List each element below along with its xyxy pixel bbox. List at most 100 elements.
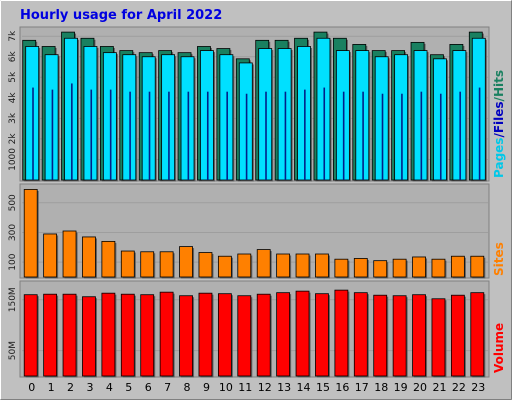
legend-files: Files <box>492 101 506 133</box>
pages-bar <box>32 87 34 180</box>
x-tick-label: 0 <box>28 381 35 394</box>
sites-bar <box>120 250 135 278</box>
x-tick-label: 2 <box>67 381 74 394</box>
chart-title: Hourly usage for April 2022 <box>20 8 222 23</box>
y-tick-label: 100 <box>8 253 18 270</box>
sites-bar <box>82 236 96 278</box>
pages-bar <box>90 89 93 180</box>
pages-bar <box>71 83 73 180</box>
pages-bar <box>265 91 267 180</box>
sites-bar <box>315 253 329 278</box>
pages-bar <box>284 91 287 180</box>
pages-bar <box>420 91 423 180</box>
sites-bar <box>295 253 310 278</box>
pages-bar <box>245 93 248 180</box>
volume-bar <box>43 293 58 377</box>
legend-slash-2: / <box>492 96 506 101</box>
x-tick-label: 23 <box>471 381 485 394</box>
volume-bar <box>256 293 271 377</box>
volume-bar <box>353 292 368 377</box>
sites-bar <box>43 233 58 278</box>
volume-bar <box>82 296 96 377</box>
pages-bar <box>342 91 345 180</box>
volume-bar <box>392 295 407 377</box>
volume-bar <box>217 293 232 377</box>
grid-layer <box>22 35 488 352</box>
sites-bar <box>159 251 174 278</box>
y-tick-label: 7k <box>8 30 18 42</box>
sites-bar <box>140 251 155 278</box>
x-tick-label: 20 <box>413 381 427 394</box>
x-tick-label: 15 <box>316 381 330 394</box>
x-tick-label: 11 <box>238 381 252 394</box>
volume-bar <box>62 293 77 377</box>
legend-sites: Sites <box>492 242 506 276</box>
volume-bar <box>412 294 426 377</box>
x-tick-label: 4 <box>106 381 113 394</box>
pages-bar <box>109 89 112 180</box>
pages-bar <box>148 91 151 180</box>
volume-bar <box>334 289 349 377</box>
y-tick-label: 1000 <box>8 148 18 171</box>
sites-bar <box>62 230 77 278</box>
bars-layer <box>22 31 487 378</box>
volume-bar <box>159 291 174 377</box>
y-tick-label: 4k <box>8 92 18 104</box>
x-tick-label: 3 <box>86 381 93 394</box>
sites-bar <box>101 240 116 278</box>
sites-bar <box>198 252 213 278</box>
volume-bar <box>295 290 310 377</box>
pages-bar <box>362 91 364 180</box>
y-tick-label: 50M <box>8 341 18 360</box>
sites-bar <box>217 255 232 278</box>
x-tick-label: 14 <box>297 381 311 394</box>
pages-bar <box>51 89 54 180</box>
pages-bar <box>206 91 209 180</box>
pages-bar <box>439 93 442 180</box>
x-tick-label: 7 <box>164 381 171 394</box>
pages-bar <box>226 91 228 180</box>
legend-volume: Volume <box>492 323 506 373</box>
x-tick-label: 9 <box>203 381 210 394</box>
x-tick-label: 21 <box>432 381 446 394</box>
sites-bar <box>392 258 407 278</box>
x-tick-label: 10 <box>219 381 233 394</box>
volume-bar <box>101 292 116 377</box>
pages-bar <box>129 91 131 180</box>
sites-bar <box>431 258 446 278</box>
x-tick-label: 19 <box>394 381 408 394</box>
sites-bar <box>276 253 291 278</box>
x-tick-label: 12 <box>258 381 272 394</box>
legend-pages-files-hits: Pages/Files/Hits <box>492 70 506 178</box>
volume-bar <box>470 292 485 377</box>
volume-bar <box>198 292 213 377</box>
sites-bar <box>373 260 388 278</box>
volume-bar <box>237 295 252 377</box>
y-tick-label: 300 <box>8 224 18 241</box>
pages-bar <box>304 89 306 180</box>
y-tick-label: 2k <box>8 133 18 145</box>
volume-bar <box>276 292 291 377</box>
sites-bar <box>450 255 465 278</box>
sites-bar <box>23 189 38 278</box>
pages-bar <box>168 91 170 180</box>
volume-bar <box>23 294 38 377</box>
sites-bar <box>412 256 426 278</box>
x-tick-label: 22 <box>452 381 466 394</box>
x-tick-label: 16 <box>335 381 349 394</box>
y-tick-label: 150M <box>8 287 18 312</box>
x-tick-label: 13 <box>277 381 291 394</box>
files-bar <box>122 54 137 181</box>
pages-bar <box>381 93 384 180</box>
y-tick-label: 3k <box>8 112 18 124</box>
sites-bar <box>237 253 252 278</box>
sites-bar <box>353 258 368 278</box>
y-tick-label: 500 <box>8 194 18 211</box>
sites-bar <box>470 255 485 278</box>
y-ticks-layer: 1000 2k 3k 4k 5k 6k 7k 100 300 500 50M 150M <box>8 30 18 360</box>
x-tick-label: 8 <box>184 381 191 394</box>
pages-bar <box>401 93 403 180</box>
volume-bar <box>431 298 446 377</box>
volume-bar <box>179 295 193 377</box>
